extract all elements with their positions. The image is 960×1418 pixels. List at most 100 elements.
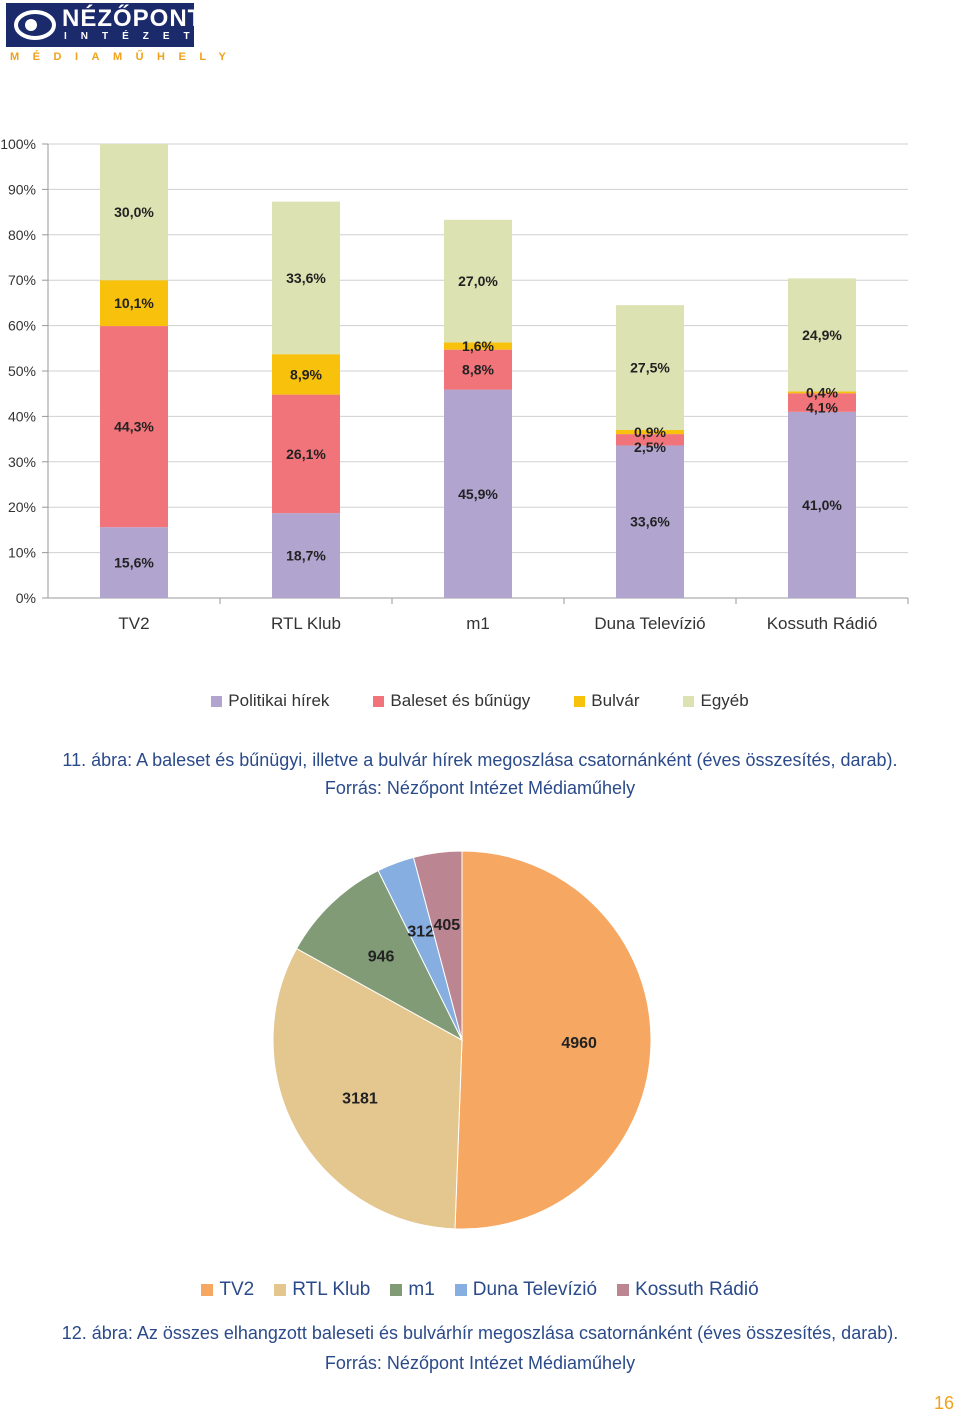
- bar-segment: [788, 278, 856, 392]
- legend-label: TV2: [219, 1279, 255, 1300]
- bar-segment: [444, 219, 512, 343]
- logo-subtitle: INTÉZET: [64, 31, 204, 42]
- bar-data-label: 2,5%: [634, 439, 666, 455]
- y-tick-label: 60%: [8, 318, 36, 334]
- pie-chart: 4960 3181 946 312 405: [272, 850, 652, 1230]
- y-tick-label: 30%: [8, 454, 36, 470]
- y-tick-label: 90%: [8, 181, 36, 197]
- figure12-caption: 12. ábra: Az összes elhangzott baleseti …: [61, 1323, 899, 1343]
- y-tick-label: 10%: [8, 545, 36, 561]
- bar-segment: [616, 445, 684, 598]
- pie-slice: [272, 947, 463, 1230]
- pie-data-label: 3181: [342, 1091, 378, 1108]
- bar-data-label: 27,5%: [630, 360, 670, 376]
- bar-data-label: 0,4%: [806, 384, 838, 400]
- eye-icon: [14, 10, 56, 40]
- y-tick-label: 80%: [8, 227, 36, 243]
- bar-segment: [100, 527, 168, 598]
- bar-data-label: 27,0%: [458, 273, 498, 289]
- bar-segment: [788, 393, 856, 412]
- bar-data-label: 41,0%: [802, 497, 842, 513]
- legend-item: RTL Klub: [274, 1279, 370, 1301]
- pie-slice: [295, 869, 464, 1042]
- bar-data-label: 33,6%: [630, 514, 670, 530]
- pie-data-label: 4960: [561, 1035, 597, 1052]
- legend-item: Egyéb: [683, 691, 749, 711]
- legend-swatch: [211, 695, 223, 707]
- legend-swatch: [390, 1284, 403, 1296]
- y-tick-label: 70%: [8, 272, 36, 288]
- x-tick-label: Duna Televízió: [594, 614, 705, 633]
- pie-slice: [454, 850, 652, 1230]
- bar-data-label: 0,9%: [634, 424, 666, 440]
- bar-segment: [444, 349, 512, 390]
- legend-label: m1: [408, 1279, 435, 1300]
- legend-label: Duna Televízió: [472, 1279, 598, 1300]
- y-tick-label: 50%: [8, 363, 36, 379]
- x-tick-label: Kossuth Rádió: [767, 614, 878, 633]
- logo-division: MÉDIAMŰHELY: [10, 51, 240, 63]
- legend-item: m1: [390, 1279, 435, 1301]
- bar-data-label: 15,6%: [114, 555, 154, 571]
- pie-data-label: 405: [433, 917, 460, 934]
- bar-data-label: 8,9%: [290, 366, 322, 382]
- legend-swatch: [617, 1284, 630, 1296]
- figure12-source: Forrás: Nézőpont Intézet Médiaműhely: [324, 1353, 636, 1373]
- bar-segment: [272, 201, 340, 355]
- legend-item: TV2: [201, 1279, 254, 1301]
- y-tick-label: 0%: [16, 590, 36, 606]
- bar-segment: [100, 326, 168, 528]
- x-tick-label: TV2: [118, 614, 149, 633]
- bar-segment: [444, 342, 512, 350]
- legend-swatch: [574, 695, 586, 707]
- bar-data-label: 4,1%: [806, 399, 838, 415]
- pie-chart-legend: TV2 RTL Klub m1 Duna Televízió Kossuth Rádió: [0, 1279, 960, 1301]
- legend-item: Bulvár: [574, 691, 639, 711]
- bar-segment: [788, 391, 856, 394]
- legend-label: Kossuth Rádió: [635, 1279, 759, 1300]
- legend-item: Baleset és bűnügy: [373, 691, 530, 711]
- legend-swatch: [373, 695, 385, 707]
- bar-data-label: 44,3%: [114, 419, 154, 435]
- legend-label: RTL Klub: [292, 1279, 371, 1300]
- bar-segment: [272, 354, 340, 395]
- figure11-caption: 11. ábra: A baleset és bűnügyi, illetve …: [62, 750, 898, 770]
- legend-item: Kossuth Rádió: [617, 1279, 759, 1301]
- bar-data-label: 33,6%: [286, 270, 326, 286]
- legend-label: Baleset és bűnügy: [390, 691, 531, 710]
- logo-background: NÉZŐPONT INTÉZET: [6, 3, 202, 47]
- bar-segment: [272, 513, 340, 598]
- bar-data-label: 18,7%: [286, 548, 326, 564]
- bar-data-label: 8,8%: [462, 362, 494, 378]
- legend-swatch: [683, 695, 695, 707]
- legend-label: Egyéb: [700, 691, 749, 710]
- bar-segment: [788, 411, 856, 598]
- x-tick-label: RTL Klub: [271, 614, 341, 633]
- pie-slice: [412, 850, 463, 1041]
- legend-swatch: [454, 1284, 467, 1296]
- bar-data-label: 24,9%: [802, 327, 842, 343]
- bar-data-label: 10,1%: [114, 295, 154, 311]
- bar-data-label: 26,1%: [286, 446, 326, 462]
- legend-swatch: [274, 1284, 287, 1296]
- bar-chart-legend: Politikai hírek Baleset és bűnügy Bulvár Eg…: [0, 691, 960, 711]
- bar-segment: [272, 394, 340, 514]
- bar-data-label: 1,6%: [462, 338, 494, 354]
- bar-segment: [616, 305, 684, 431]
- bar-segment: [444, 389, 512, 598]
- page-number: 16: [933, 1393, 954, 1413]
- bar-segment: [100, 280, 168, 327]
- legend-label: Politikai hírek: [228, 691, 330, 710]
- logo-name: NÉZŐPONT: [62, 5, 204, 32]
- stacked-bar-chart: 0% 10% 20% 30% 40% 50% 60% 70% 80% 90% 100% TV2 30,0…: [0, 136, 909, 633]
- figure11-source: Forrás: Nézőpont Intézet Médiaműhely: [324, 778, 636, 798]
- bar-segment: [616, 434, 684, 446]
- x-tick-label: m1: [466, 614, 490, 633]
- bar-data-label: 45,9%: [458, 486, 498, 502]
- y-tick-label: 100%: [0, 136, 36, 152]
- y-tick-label: 40%: [8, 408, 36, 424]
- pie-data-label: 946: [368, 948, 395, 965]
- legend-label: Bulvár: [591, 691, 640, 710]
- bar-segment: [100, 144, 168, 281]
- legend-item: Politikai hírek: [211, 691, 329, 711]
